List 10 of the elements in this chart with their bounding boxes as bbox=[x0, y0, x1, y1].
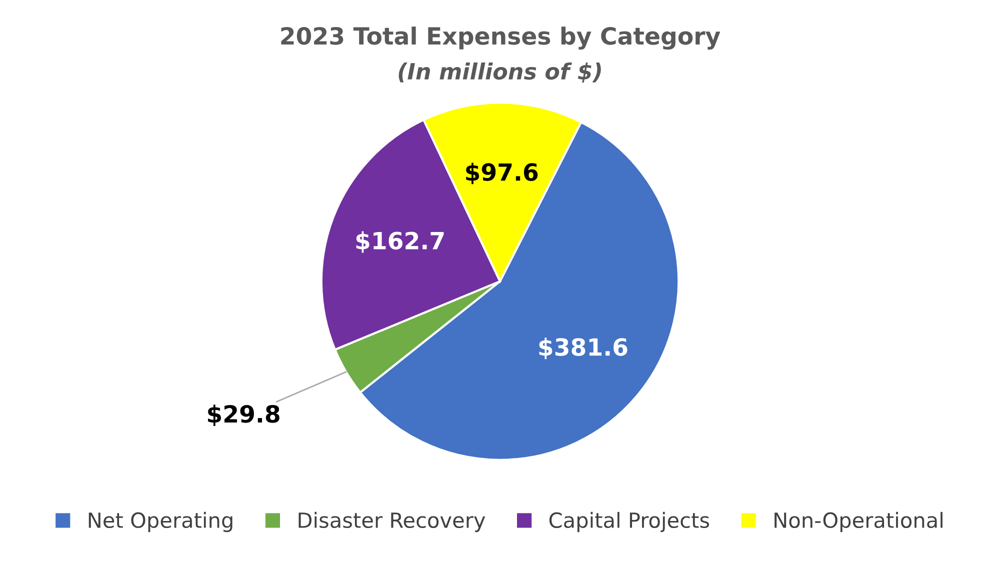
data-label: $162.7 bbox=[356, 231, 444, 253]
data-label: $97.6 bbox=[466, 162, 538, 184]
data-label: $381.6 bbox=[539, 338, 628, 360]
data-label: $29.8 bbox=[208, 404, 280, 426]
legend-label: Net Operating bbox=[88, 512, 232, 532]
chart-subtitle: (In millions of $) bbox=[398, 62, 601, 83]
legend-label: Capital Projects bbox=[549, 512, 710, 532]
legend-label: Non-Operational bbox=[774, 512, 942, 532]
chart-title: 2023 Total Expenses by Category bbox=[281, 26, 720, 50]
legend-label: Disaster Recovery bbox=[298, 512, 486, 532]
